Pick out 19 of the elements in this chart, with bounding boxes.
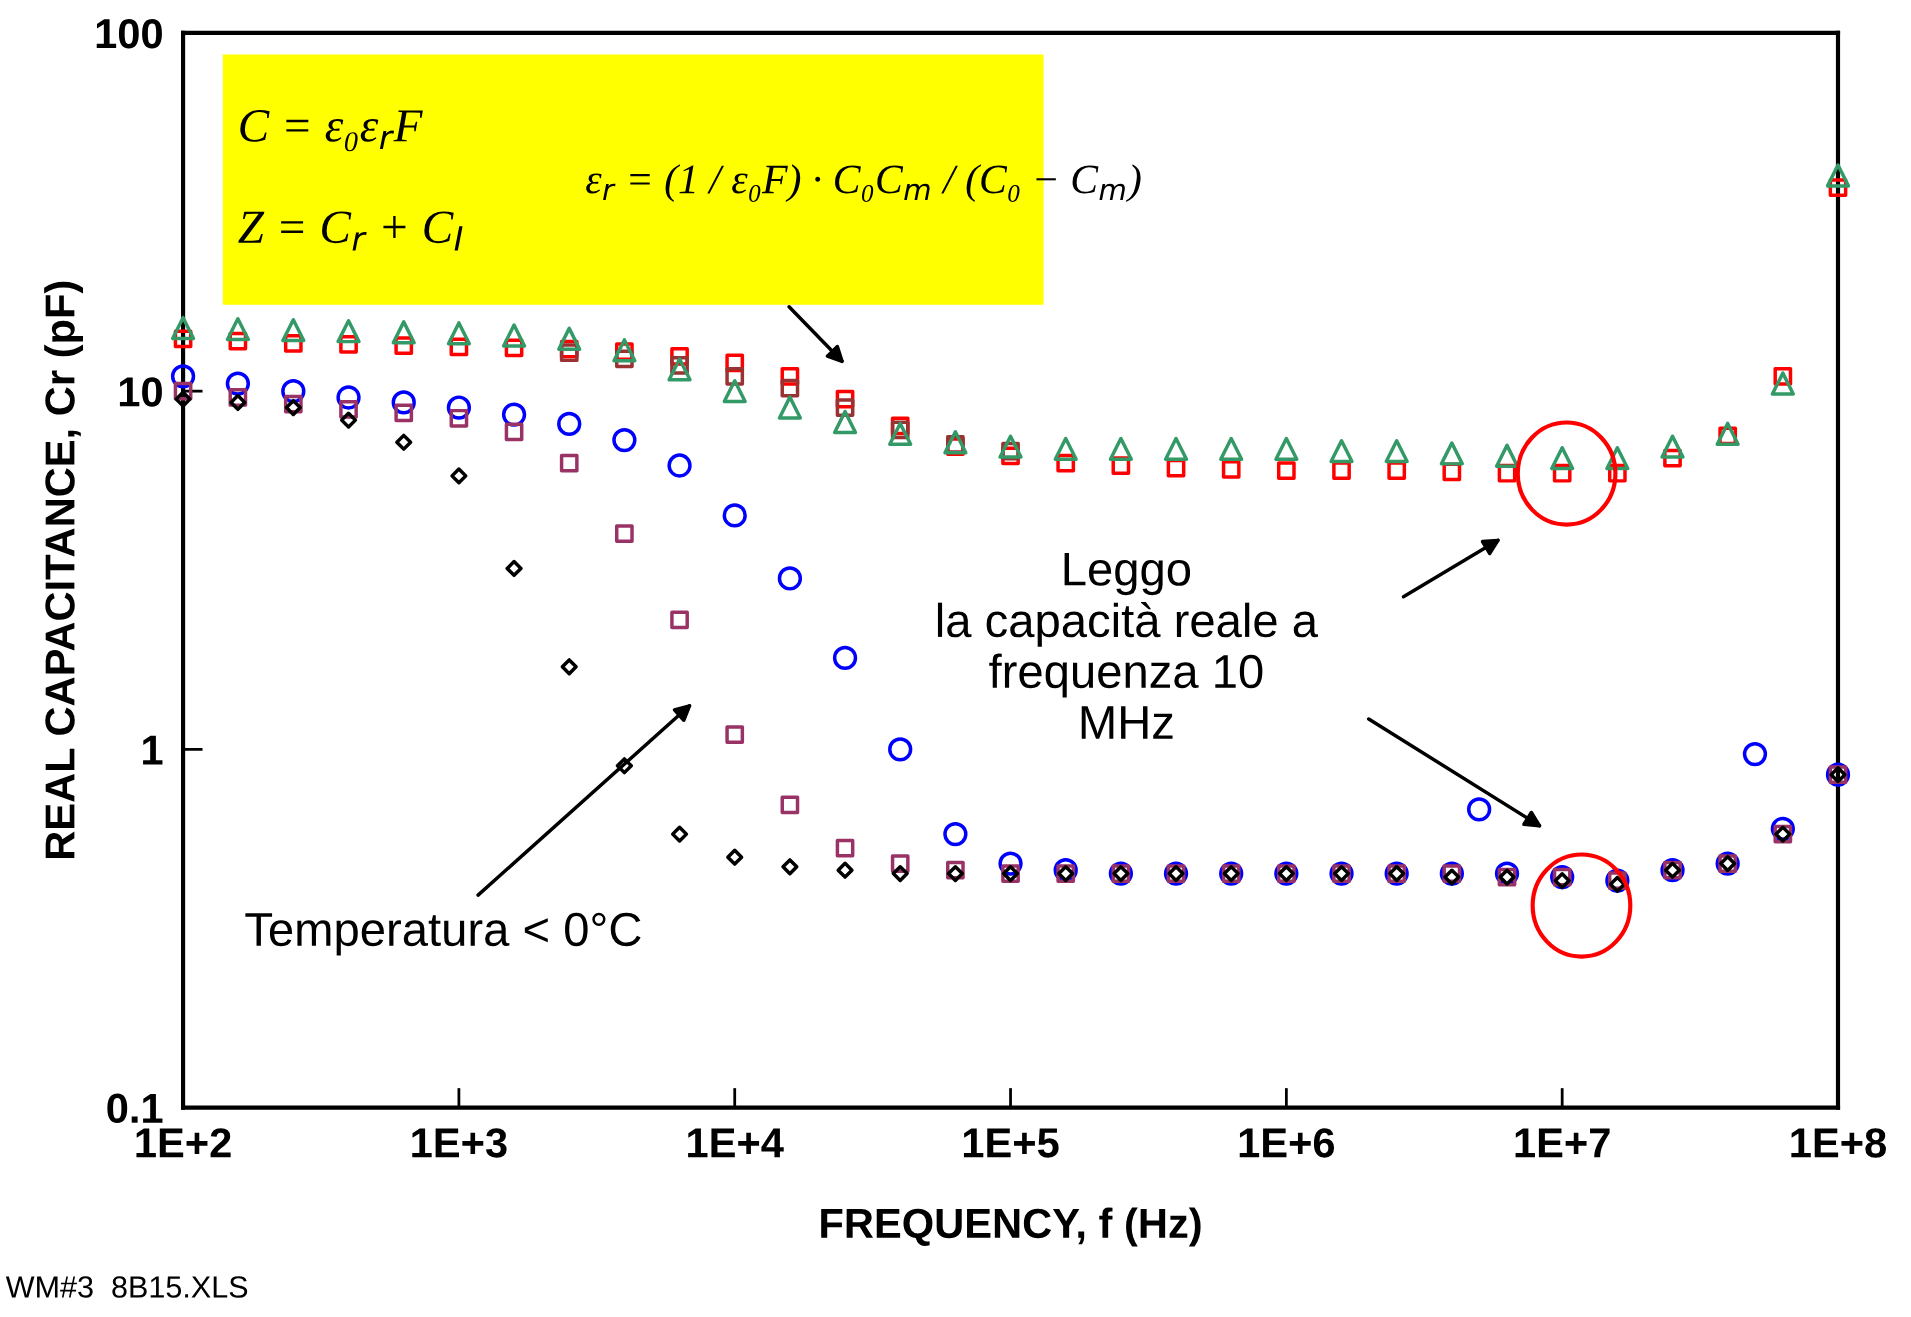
y-axis-title: REAL CAPACITANCE, Cr (pF) — [44, 281, 84, 858]
annotation: ε$_{r}$ = (1 / ε₀F) · C₀C$_{m}$ / (C₀ − C$_{m}$) — [586, 164, 1141, 202]
annotation: Leggo la capacità reale a frequenza 10 MHz — [937, 552, 1319, 739]
x-tick-label: 1E+7 — [1515, 1128, 1610, 1158]
y-tick-label: 10 — [119, 377, 162, 407]
x-tick-label: 1E+2 — [136, 1128, 231, 1158]
y-tick-label: 0.1 — [107, 1093, 163, 1124]
y-tick-label: 100 — [96, 18, 162, 49]
x-tick-label: 1E+4 — [688, 1128, 784, 1158]
x-tick-label: 1E+3 — [412, 1128, 507, 1158]
text: WM#3 8B15.XLS — [5, 1276, 248, 1298]
y-tick-label: 1 — [143, 735, 163, 765]
x-tick-label: 1E+6 — [1239, 1128, 1335, 1158]
x-axis-title: FREQUENCY, f (Hz) — [821, 1207, 1201, 1247]
annotation: Z = C$_{r}$ + C$_{I}$ — [238, 211, 463, 251]
annotation: C = ε₀ε$_{r}$F — [240, 110, 423, 152]
x-tick-label: 1E+5 — [963, 1128, 1059, 1158]
x-tick-label: 1E+8 — [1791, 1128, 1886, 1158]
annotation: Temperatura < 0°C — [245, 912, 641, 956]
